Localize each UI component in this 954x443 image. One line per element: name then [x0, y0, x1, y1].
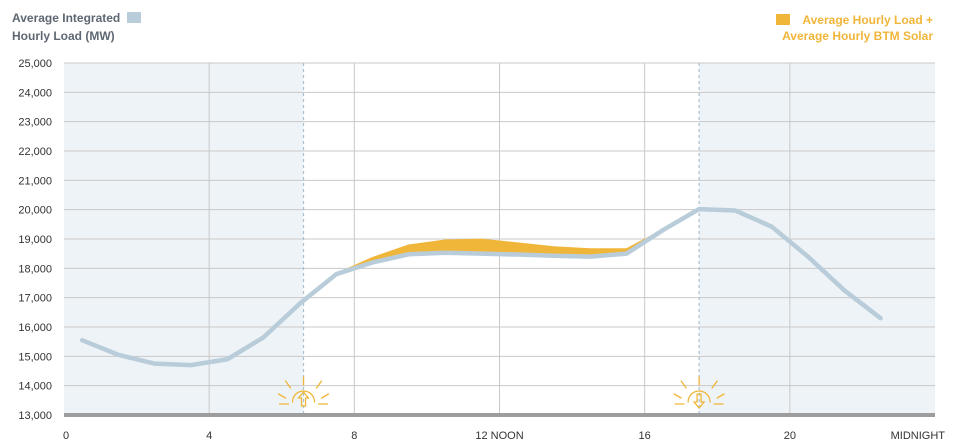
sunset-icon-ray — [716, 393, 725, 399]
sunrise-icon-ray — [320, 393, 330, 399]
y-tick-label: 14,000 — [18, 381, 52, 393]
sunset-icon-ray — [680, 380, 687, 389]
x-tick-label: 8 — [351, 430, 357, 442]
sun-marker-lines — [302, 63, 700, 415]
x-tick-label: MIDNIGHT — [891, 430, 946, 442]
sunrise-icon-ray — [284, 380, 292, 389]
sun-icons — [277, 376, 725, 410]
sunset-icon-ray — [673, 393, 682, 399]
sunset-icon-arc — [687, 390, 711, 403]
x-tick-label: 20 — [784, 430, 796, 442]
legend-load-label-line2: Hourly Load (MW) — [12, 29, 115, 43]
y-tick-label: 25,000 — [18, 58, 52, 70]
x-tick-label: 16 — [639, 430, 651, 442]
legend-load: Average Integrated Hourly Load (MW) — [12, 9, 142, 45]
sunset-icon-ray — [711, 380, 718, 389]
series-layer — [79, 206, 883, 368]
y-tick-label: 19,000 — [18, 234, 52, 246]
legend-load-swatch — [127, 12, 142, 23]
y-tick-label: 24,000 — [18, 87, 52, 99]
legend-load-label-line1: Average Integrated — [12, 11, 121, 25]
legend-solar-label-line2: Average Hourly BTM Solar — [782, 29, 933, 43]
y-tick-label: 20,000 — [18, 205, 52, 217]
y-tick-label: 17,000 — [18, 293, 52, 305]
legend-solar-swatch — [776, 14, 791, 25]
sunrise-icon-arrow — [297, 390, 310, 407]
sunset-icon — [673, 376, 725, 410]
x-axis-ticks: 0 4 8 12 NOON 16 20 MIDNIGHT — [63, 430, 945, 442]
x-tick-label: 12 NOON — [475, 430, 523, 442]
x-tick-label: 0 — [63, 430, 69, 442]
y-tick-label: 21,000 — [18, 175, 52, 187]
sunrise-icon-ray — [277, 393, 287, 399]
sunrise-icon-ray — [315, 380, 323, 389]
y-tick-label: 18,000 — [18, 263, 52, 275]
y-tick-label: 23,000 — [18, 117, 52, 129]
y-tick-label: 15,000 — [18, 351, 52, 363]
sunset-icon-arrow — [692, 393, 706, 410]
sunrise-icon — [277, 376, 330, 407]
x-tick-label: 4 — [206, 430, 212, 442]
y-tick-label: 16,000 — [18, 322, 52, 334]
y-tick-label: 22,000 — [18, 146, 52, 158]
legend-solar: Average Hourly Load + Average Hourly BTM… — [776, 12, 933, 44]
legend-solar-label-line1: Average Hourly Load + — [802, 13, 933, 27]
y-tick-label: 13,000 — [18, 410, 52, 422]
y-axis-ticks: 13,000 14,000 15,000 16,000 17,000 18,000 19,0… — [18, 58, 52, 422]
